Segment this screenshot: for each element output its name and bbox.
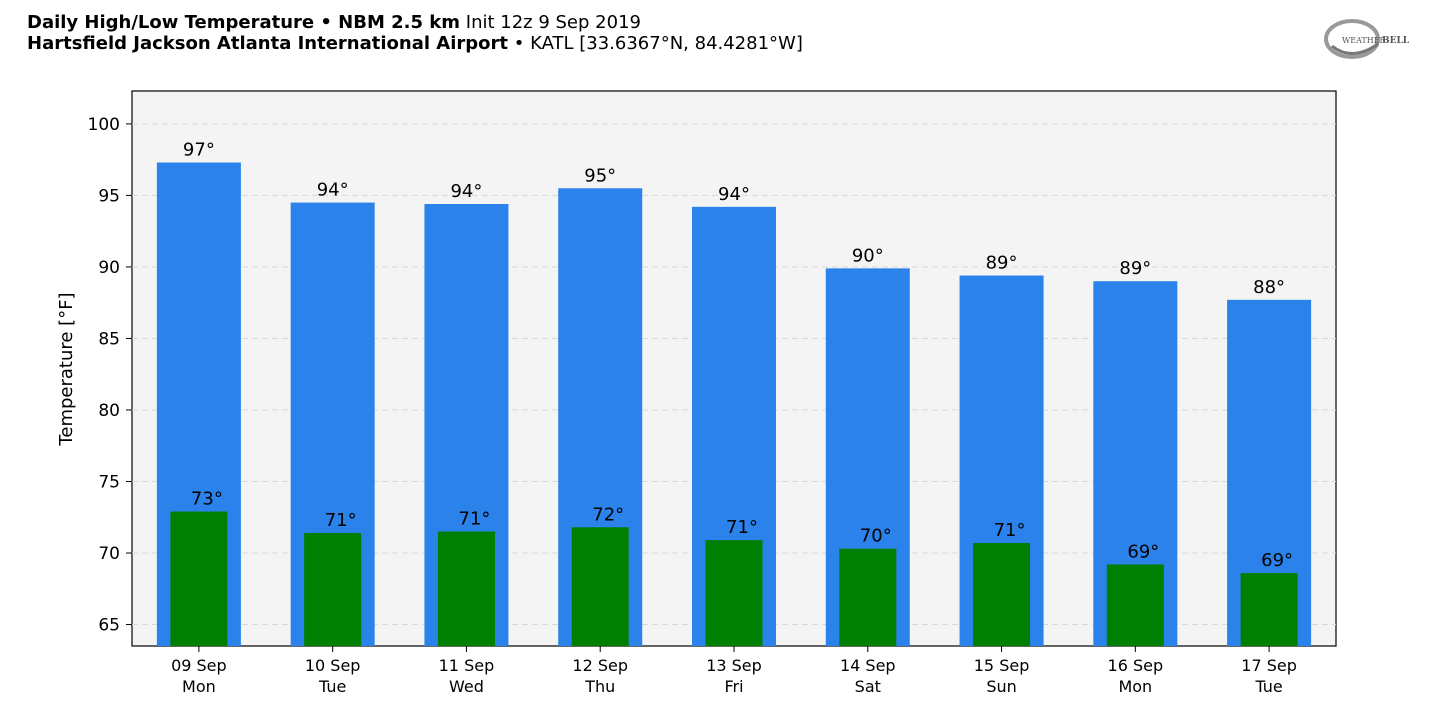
low-temp-label: 70° [860, 526, 892, 547]
y-axis: 65 70 75 80 85 90 95 100 [88, 115, 132, 636]
weatherbell-logo: WEATHER BELL [1324, 19, 1410, 59]
svg-text:WEATHER: WEATHER [1342, 36, 1387, 45]
low-temp-bar [1240, 573, 1298, 646]
low-temperature-bars: 73° 71° 71° 72° 71° 70° 71° 69° 69° [170, 489, 1298, 646]
x-tick-weekday: Mon [182, 677, 216, 696]
header-title: Daily High/Low Temperature • NBM 2.5 km [27, 12, 461, 33]
high-temp-label: 94° [718, 184, 750, 205]
high-temp-label: 88° [1253, 277, 1285, 298]
low-temp-label: 72° [592, 504, 624, 525]
x-tick-date: 15 Sep [974, 656, 1030, 675]
y-tick-label: 80 [98, 401, 120, 421]
chart-header: Daily High/Low Temperature • NBM 2.5 km … [27, 12, 803, 54]
x-tick-weekday: Thu [584, 677, 615, 696]
y-axis-label: Temperature [°F] [56, 292, 77, 446]
x-tick-weekday: Sat [855, 677, 881, 696]
header-station-coords: • KATL [33.6367°N, 84.4281°W] [513, 33, 803, 54]
x-tick-weekday: Sun [986, 677, 1016, 696]
low-temp-label: 71° [325, 510, 357, 531]
high-temp-label: 89° [1119, 258, 1151, 279]
x-tick-date: 09 Sep [171, 656, 227, 675]
high-temp-label: 89° [986, 253, 1018, 274]
x-tick-date: 17 Sep [1241, 656, 1297, 675]
y-tick-label: 75 [98, 473, 120, 493]
low-temp-bar [437, 531, 495, 646]
x-tick-weekday: Mon [1118, 677, 1152, 696]
x-axis: 09 Sep Mon 10 Sep Tue 11 Sep Wed 12 Sep Thu 13 S… [171, 646, 1297, 696]
x-tick-weekday: Wed [449, 677, 484, 696]
high-temp-label: 97° [183, 140, 215, 161]
low-temp-label: 71° [458, 509, 490, 530]
y-tick-label: 95 [98, 186, 120, 206]
x-tick-date: 13 Sep [706, 656, 762, 675]
x-tick-date: 16 Sep [1108, 656, 1164, 675]
x-tick-weekday: Fri [724, 677, 743, 696]
y-tick-label: 90 [98, 258, 120, 278]
x-tick-weekday: Tue [1254, 677, 1282, 696]
x-tick-date: 14 Sep [840, 656, 896, 675]
low-temp-bar [170, 511, 228, 646]
x-tick-date: 12 Sep [572, 656, 628, 675]
high-temp-label: 90° [852, 245, 884, 266]
high-temp-label: 94° [317, 180, 349, 201]
low-temp-label: 69° [1261, 550, 1293, 571]
header-line-2: Hartsfield Jackson Atlanta International… [27, 33, 803, 54]
x-tick-date: 10 Sep [305, 656, 361, 675]
header-init-time: Init 12z 9 Sep 2019 [465, 12, 641, 33]
low-temp-bar [973, 543, 1031, 646]
y-tick-label: 65 [98, 616, 120, 636]
y-tick-label: 85 [98, 329, 120, 349]
header-line-1: Daily High/Low Temperature • NBM 2.5 km … [27, 12, 803, 33]
high-temp-label: 95° [584, 165, 616, 186]
low-temp-label: 71° [994, 520, 1026, 541]
y-tick-label: 70 [98, 544, 120, 564]
low-temp-bar [1106, 564, 1164, 646]
high-temp-label: 94° [450, 181, 482, 202]
low-temp-bar [839, 548, 897, 646]
low-temp-label: 73° [191, 489, 223, 510]
low-temp-label: 71° [726, 517, 758, 538]
low-temp-bar [304, 532, 362, 646]
header-station-name: Hartsfield Jackson Atlanta International… [27, 33, 509, 54]
y-tick-label: 100 [88, 115, 120, 135]
low-temp-label: 69° [1127, 541, 1159, 562]
x-tick-weekday: Tue [318, 677, 346, 696]
svg-text:BELL: BELL [1382, 36, 1410, 46]
x-tick-date: 11 Sep [439, 656, 495, 675]
low-temp-bar [571, 527, 629, 646]
low-temp-bar [705, 540, 763, 646]
